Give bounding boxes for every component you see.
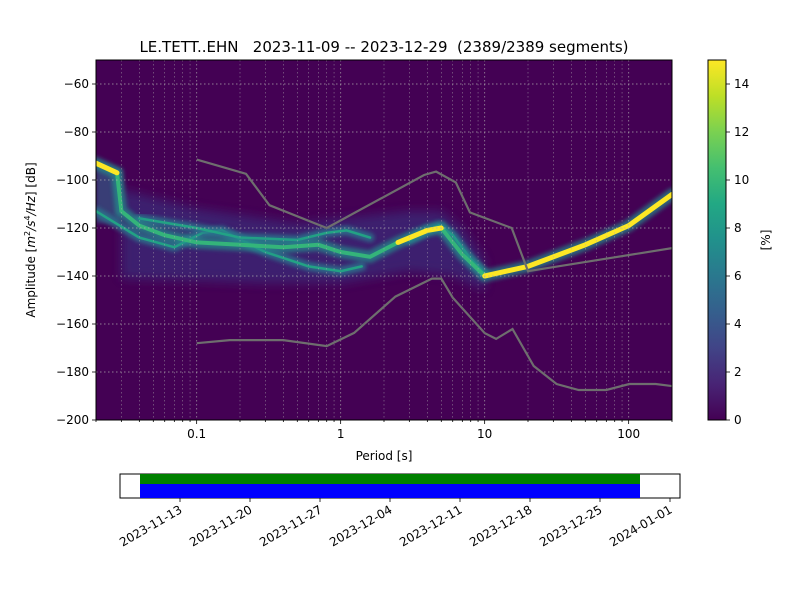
colorbar-ticks: 0 2 4 6 8 10 12 14: [726, 77, 749, 427]
colorbar-tick-label: 14: [734, 77, 749, 91]
time-axis-ticks: 2023-11-13 2023-11-20 2023-11-27 2023-12-04…: [117, 498, 675, 549]
colorbar-tick-label: 2: [734, 365, 742, 379]
x-tick-label: 0.1: [187, 427, 206, 441]
psd-high-density: [395, 225, 444, 245]
low-noise-model-line: [196, 277, 672, 392]
x-axis-ticks: 0.1 1 10 100: [95, 420, 673, 441]
time-tick-label: 2024-01-01: [607, 502, 674, 549]
time-tick-label: 2023-12-04: [327, 502, 394, 549]
time-tick-label: 2023-11-27: [257, 502, 324, 549]
colorbar-tick-label: 10: [734, 173, 749, 187]
grid: [96, 60, 672, 420]
colorbar-label: [%]: [759, 230, 773, 251]
colorbar: [707, 59, 727, 421]
time-tick-label: 2023-12-18: [467, 502, 534, 549]
y-tick-label: −80: [64, 125, 89, 139]
time-tick-label: 2023-11-20: [187, 502, 254, 549]
y-tick-label: −140: [56, 269, 89, 283]
y-tick-label: −60: [64, 77, 89, 91]
y-tick-label: −200: [56, 413, 89, 427]
y-tick-label: −120: [56, 221, 89, 235]
y-tick-label: −180: [56, 365, 89, 379]
y-tick-label: −160: [56, 317, 89, 331]
colorbar-tick-label: 8: [734, 221, 742, 235]
time-coverage-bar: 2023-11-13 2023-11-20 2023-11-27 2023-12-04…: [117, 473, 681, 549]
x-tick-label: 100: [617, 427, 640, 441]
time-tick-label: 2023-12-11: [397, 502, 464, 549]
time-coverage-available: [140, 484, 640, 498]
y-axis-ticks: −60 −80 −100 −120 −140 −160 −180 −200: [56, 77, 96, 427]
colorbar-tick-label: 6: [734, 269, 742, 283]
y-tick-label: −100: [56, 173, 89, 187]
time-coverage-used: [140, 474, 640, 484]
noise-models: [196, 158, 672, 392]
psd-high-density: [96, 160, 120, 176]
y-axis-label: Amplitude [m2/s4/Hz] [dB]: [23, 162, 38, 317]
psd-histogram: [96, 157, 672, 291]
x-tick-label: 1: [337, 427, 345, 441]
chart-title: LE.TETT..EHN 2023-11-09 -- 2023-12-29 (2…: [139, 38, 628, 56]
time-tick-label: 2023-11-13: [117, 502, 184, 549]
colorbar-tick-label: 4: [734, 317, 742, 331]
colorbar-tick-label: 12: [734, 125, 749, 139]
high-noise-model-line: [196, 158, 672, 273]
x-axis-label: Period [s]: [356, 449, 413, 463]
x-tick-label: 10: [477, 427, 492, 441]
colorbar-tick-label: 0: [734, 413, 742, 427]
time-tick-label: 2023-12-25: [537, 502, 604, 549]
